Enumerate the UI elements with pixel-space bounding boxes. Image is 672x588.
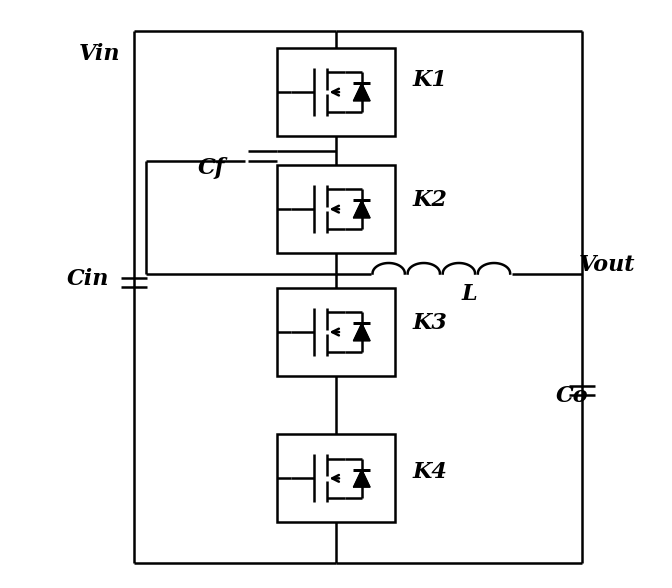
Text: Vin: Vin	[79, 43, 120, 65]
Text: Co: Co	[556, 385, 588, 407]
Text: Vout: Vout	[579, 254, 635, 276]
Text: Cf: Cf	[198, 157, 225, 179]
Bar	[278, 165, 394, 253]
Text: Cin: Cin	[67, 268, 109, 290]
Polygon shape	[353, 201, 370, 218]
Text: L: L	[462, 283, 477, 305]
Text: K3: K3	[412, 312, 447, 334]
Text: K4: K4	[412, 462, 447, 483]
Bar	[278, 435, 394, 522]
Polygon shape	[353, 470, 370, 487]
Text: K2: K2	[412, 189, 447, 211]
Polygon shape	[353, 83, 370, 101]
Polygon shape	[353, 323, 370, 341]
Bar	[278, 288, 394, 376]
Bar	[278, 48, 394, 136]
Text: K1: K1	[412, 69, 447, 91]
